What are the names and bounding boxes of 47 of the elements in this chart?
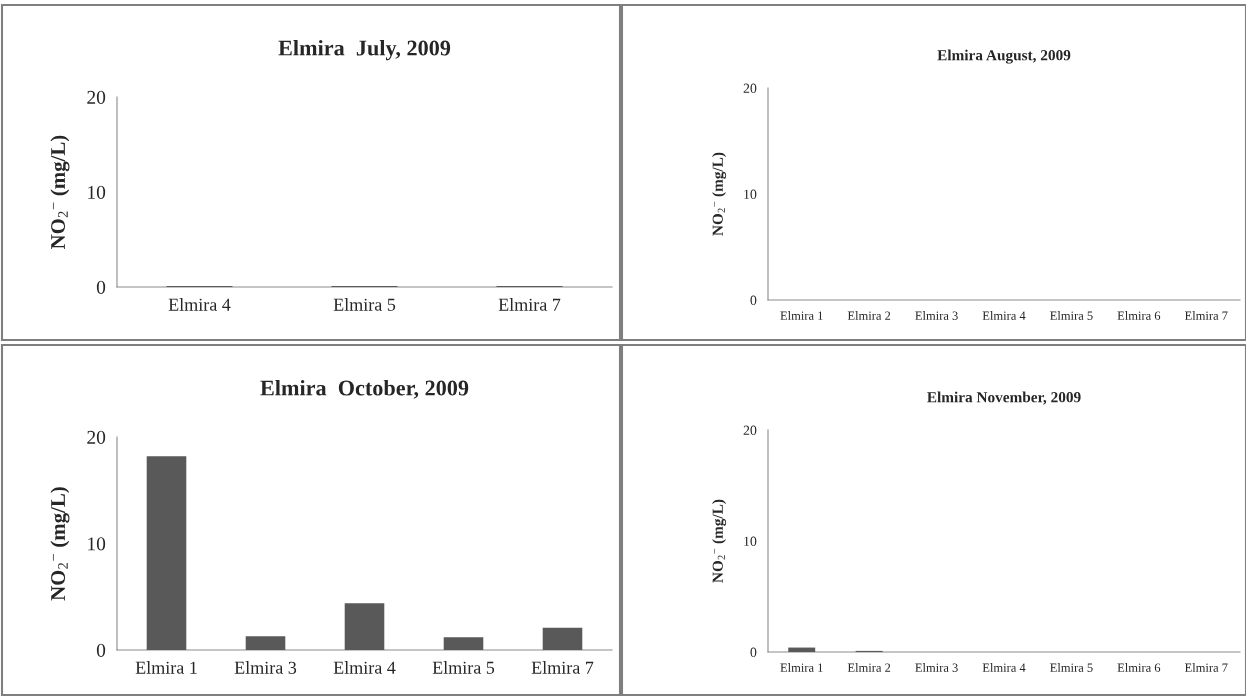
x-tick-label: Elmira 7: [1184, 311, 1228, 320]
x-tick-label: Elmira 2: [847, 311, 891, 320]
chart-title: Elmira August, 2009: [937, 49, 1071, 64]
x-tick-label: Elmira 6: [1117, 663, 1161, 672]
bar: [542, 627, 583, 650]
chart-title: Elmira October, 2009: [260, 379, 469, 399]
bar: [443, 637, 484, 650]
y-tick-label: 20: [743, 425, 757, 435]
y-tick-label: 10: [744, 189, 757, 199]
y-axis-title: NO$_{2}$$^{−}$ (mg/L): [712, 152, 727, 236]
x-tick-label: Elmira 7: [498, 298, 561, 311]
x-tick-label: Elmira 4: [982, 311, 1026, 320]
x-tick-label: Elmira 5: [432, 661, 495, 674]
x-tick-label: Elmira 3: [915, 663, 958, 672]
x-tick-label: Elmira 4: [168, 298, 231, 311]
x-tick-label: Elmira 4: [982, 663, 1026, 672]
y-axis-title: NO$_{2}$$^{−}$ (mg/L): [50, 487, 70, 601]
y-tick-label: 0: [750, 295, 757, 305]
bar: [344, 603, 385, 650]
chart-title: Elmira November, 2009: [927, 391, 1081, 405]
y-tick-label: 0: [750, 647, 757, 657]
y-tick-label: 0: [96, 643, 106, 657]
y-tick-label: 10: [88, 185, 106, 199]
x-tick-label: Elmira 4: [333, 661, 396, 674]
y-tick-label: 20: [87, 430, 106, 444]
x-tick-label: Elmira 7: [531, 661, 594, 674]
y-tick-label: 0: [96, 280, 106, 294]
x-tick-label: Elmira 5: [1050, 663, 1093, 672]
chart-title: Elmira July, 2009: [278, 39, 451, 61]
y-tick-label: 10: [744, 536, 757, 546]
y-axis-title: NO$_{2}$$^{−}$ (mg/L): [712, 499, 727, 583]
x-tick-label: Elmira 1: [780, 311, 823, 320]
x-tick-label: Elmira 5: [1050, 311, 1093, 320]
x-tick-label: Elmira 2: [847, 663, 891, 672]
bar: [146, 456, 187, 650]
x-tick-label: Elmira 3: [234, 661, 297, 674]
y-axis-title: NO$_{2}$$^{−}$ (mg/L): [50, 135, 70, 249]
y-tick-label: 20: [87, 90, 106, 104]
x-tick-label: Elmira 7: [1184, 663, 1228, 672]
y-tick-label: 20: [743, 83, 757, 93]
x-tick-label: Elmira 1: [135, 661, 197, 674]
x-tick-label: Elmira 5: [333, 298, 396, 311]
y-tick-label: 10: [88, 537, 106, 551]
x-tick-label: Elmira 1: [780, 663, 823, 672]
bar: [245, 636, 286, 650]
x-tick-label: Elmira 3: [915, 311, 958, 320]
x-tick-label: Elmira 6: [1117, 311, 1161, 320]
